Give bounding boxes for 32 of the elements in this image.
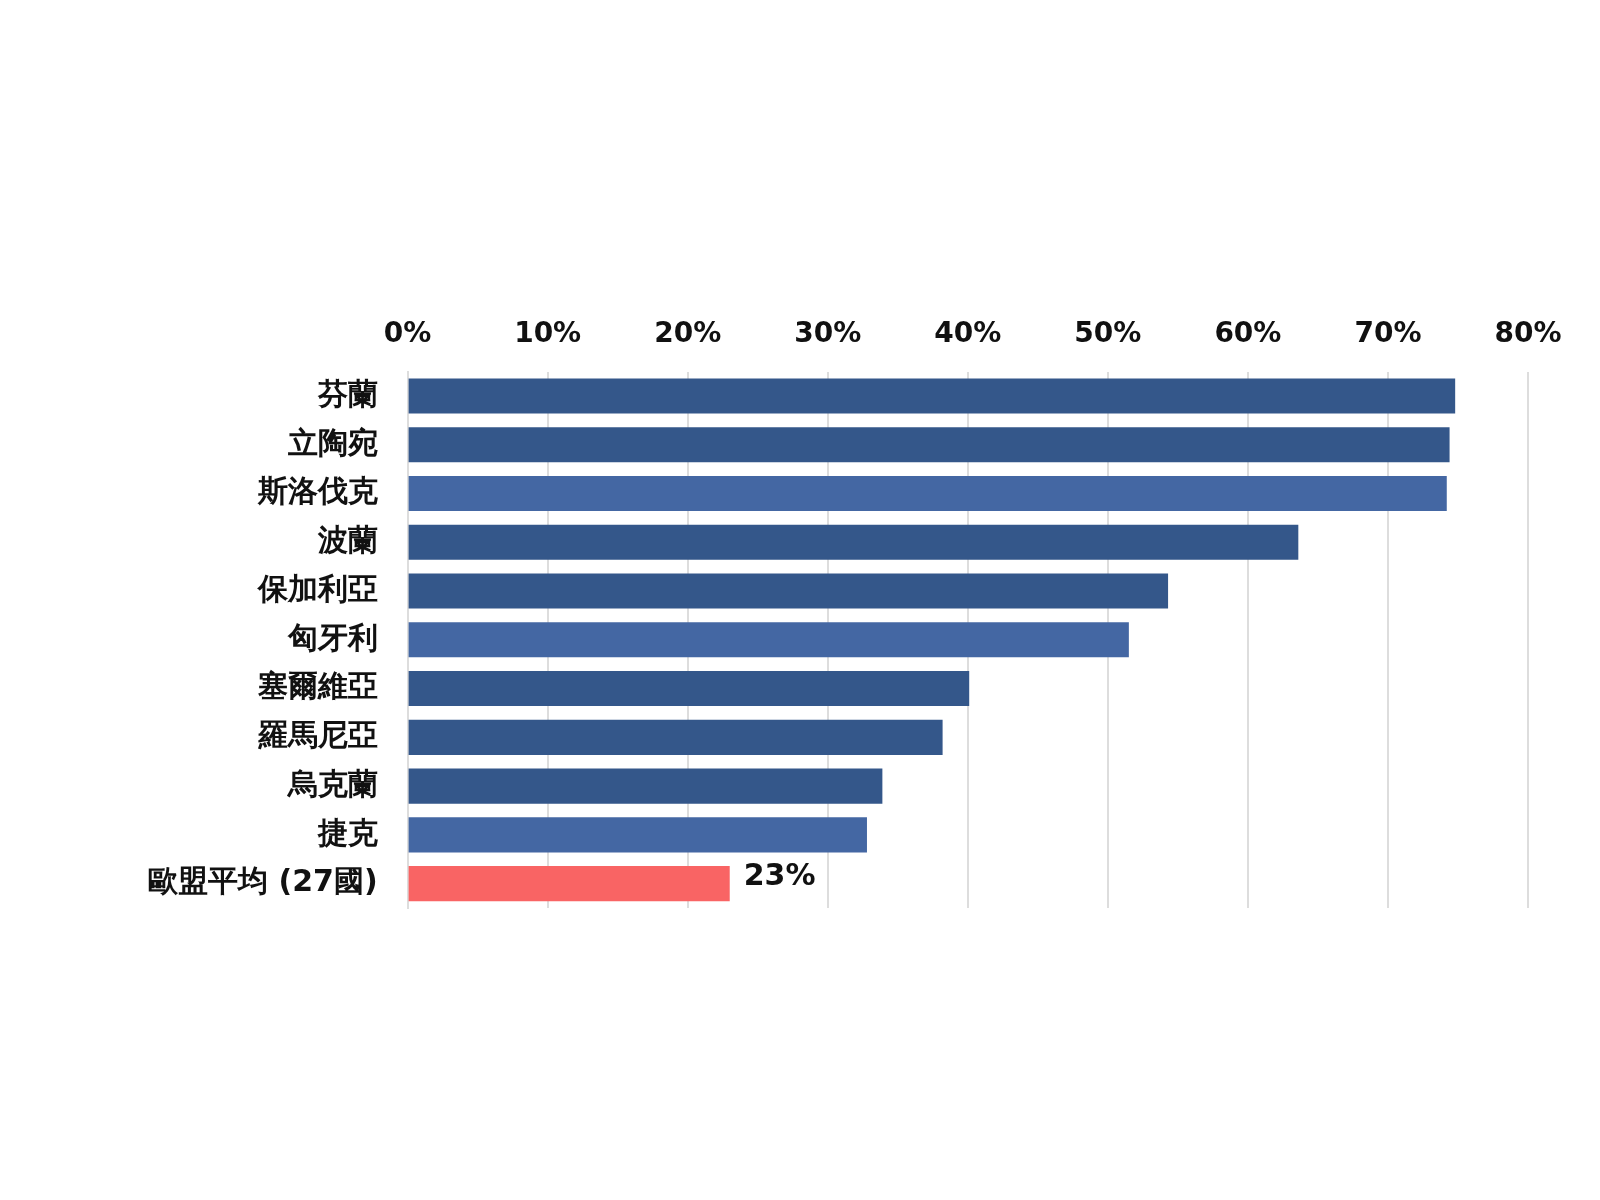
y-tick-label: 匈牙利	[286, 619, 378, 655]
bar	[408, 768, 883, 804]
bar	[408, 622, 1129, 658]
x-tick-label: 30%	[794, 316, 862, 350]
x-tick-label: 80%	[1494, 316, 1562, 350]
y-tick-label: 羅馬尼亞	[256, 717, 378, 753]
x-tick-label: 60%	[1214, 316, 1282, 350]
x-tick-label: 70%	[1354, 316, 1422, 350]
x-tick-label: 40%	[934, 316, 1002, 350]
x-tick-label: 50%	[1074, 316, 1142, 350]
bar	[408, 475, 1447, 512]
bar	[408, 671, 970, 707]
bar	[408, 866, 730, 902]
x-tick-label: 20%	[654, 316, 722, 350]
y-tick-label: 立陶宛	[286, 424, 378, 460]
data-label: 23%	[743, 857, 816, 893]
y-tick-label: 歐盟平均 (27國)	[147, 863, 378, 899]
x-tick-label: 10%	[514, 316, 582, 350]
bar	[408, 524, 1299, 560]
y-tick-label: 波蘭	[316, 522, 378, 558]
bar	[408, 573, 1169, 609]
x-tick-label: 0%	[383, 316, 432, 350]
y-tick-label: 斯洛伐克	[256, 473, 378, 509]
bar	[408, 719, 943, 755]
y-tick-label: 捷克	[316, 814, 378, 850]
bar	[408, 378, 1456, 414]
bar	[408, 427, 1450, 463]
bar	[408, 817, 867, 853]
y-tick-label: 芬蘭	[316, 375, 378, 411]
y-tick-label: 烏克蘭	[285, 765, 378, 801]
y-tick-label: 保加利亞	[256, 570, 378, 606]
y-tick-label: 塞爾維亞	[256, 668, 378, 704]
